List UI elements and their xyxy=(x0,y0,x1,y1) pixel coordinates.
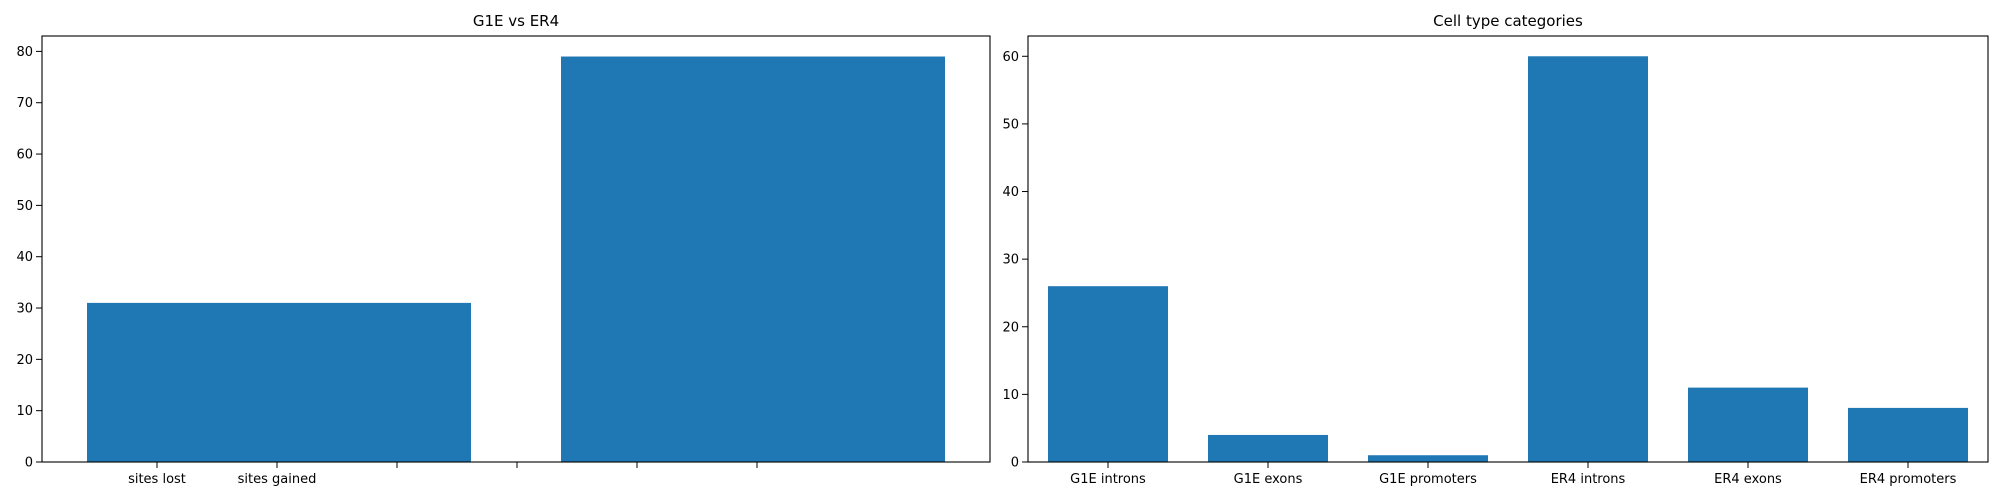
chart-title: G1E vs ER4 xyxy=(473,12,559,30)
x-tick-label: G1E promoters xyxy=(1379,472,1477,487)
y-axis: 0 10 20 30 40 50 60 xyxy=(1002,50,1028,471)
y-tick-label: 0 xyxy=(25,456,33,471)
y-tick-label: 10 xyxy=(1002,388,1019,403)
x-axis: sites lost sites gained xyxy=(128,462,758,487)
y-tick-label: 60 xyxy=(1002,50,1019,65)
y-tick-label: 70 xyxy=(16,96,33,111)
x-tick-label: sites gained xyxy=(238,472,317,487)
y-tick-label: 60 xyxy=(16,148,33,163)
bar xyxy=(561,56,945,462)
y-tick-label: 80 xyxy=(16,45,33,60)
axes-frame xyxy=(1027,35,1989,463)
x-tick-label: G1E exons xyxy=(1234,472,1303,487)
x-tick-label: ER4 exons xyxy=(1714,472,1782,487)
y-axis: 0 10 20 30 40 50 60 70 80 xyxy=(16,45,42,471)
bar xyxy=(1688,387,1808,462)
y-tick-label: 30 xyxy=(16,302,33,317)
bar xyxy=(1528,56,1648,463)
bar xyxy=(87,302,471,462)
y-tick-label: 50 xyxy=(1002,117,1019,132)
x-tick-label: sites lost xyxy=(128,472,186,487)
y-tick-label: 30 xyxy=(1002,253,1019,268)
x-tick-label: ER4 promoters xyxy=(1860,472,1957,487)
bar xyxy=(1368,455,1488,462)
y-tick-label: 50 xyxy=(16,199,33,214)
bar xyxy=(1208,434,1328,462)
y-tick-label: 20 xyxy=(16,353,33,368)
axes-frame xyxy=(41,35,991,463)
x-axis: G1E introns G1E exons G1E promoters ER4 int… xyxy=(1070,462,1957,487)
bars xyxy=(1048,56,1968,463)
y-tick-label: 40 xyxy=(16,250,33,265)
chart-cell-type-categories: Cell type categories 0 10 20 30 40 50 60 G1E i… xyxy=(1002,12,1989,487)
y-tick-label: 0 xyxy=(1011,456,1019,471)
y-tick-label: 40 xyxy=(1002,185,1019,200)
y-tick-label: 20 xyxy=(1002,320,1019,335)
bar xyxy=(1048,286,1168,462)
bars xyxy=(87,56,945,462)
y-tick-label: 10 xyxy=(16,404,33,419)
chart-title: Cell type categories xyxy=(1433,12,1583,30)
bar xyxy=(1848,407,1968,462)
x-tick-label: ER4 introns xyxy=(1551,472,1626,487)
x-tick-label: G1E introns xyxy=(1070,472,1146,487)
